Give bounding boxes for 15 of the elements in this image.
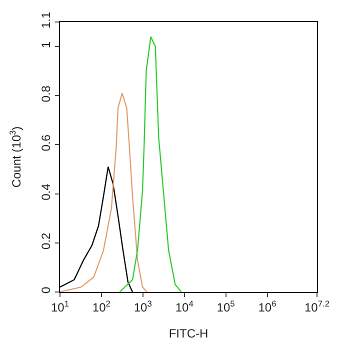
y-tick-label: 0 xyxy=(39,286,54,294)
y-tick-label: 1.1 xyxy=(39,12,54,29)
x-tick-label: 10$^{3}$ xyxy=(134,298,152,314)
y-tick-label: 0.2 xyxy=(39,232,54,250)
x-tick-label: 10$^{1}$ xyxy=(50,298,70,314)
x-tick-label: 10$^{7.2}$ xyxy=(304,298,330,314)
y-tick-label: 0.8 xyxy=(39,85,54,102)
y-tick-label: 0.4 xyxy=(39,183,54,200)
x-tick-label: 10$^{4}$ xyxy=(175,298,194,314)
x-tick-label: 10$^{5}$ xyxy=(216,298,236,314)
x-tick-label: 10$^{2}$ xyxy=(92,298,111,314)
x-axis-title: FITC-H xyxy=(168,326,208,340)
x-tick-label: 10$^{6}$ xyxy=(258,298,277,314)
y-tick-label: 0.6 xyxy=(39,134,54,152)
y-tick-label: 1 xyxy=(39,41,54,48)
